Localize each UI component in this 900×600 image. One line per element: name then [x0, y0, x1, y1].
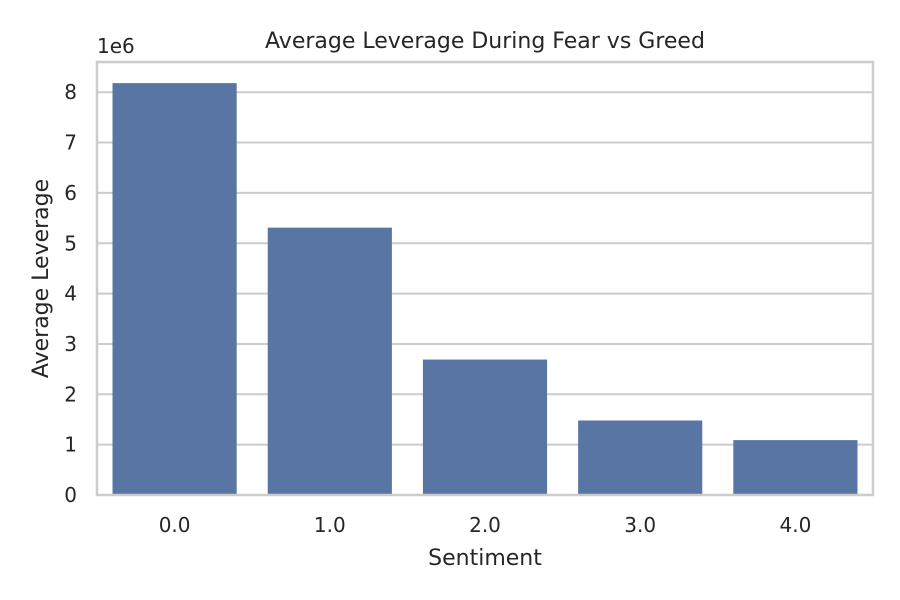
bar — [112, 83, 237, 495]
x-tick-label: 1.0 — [314, 513, 346, 537]
bar — [422, 359, 548, 495]
x-tick-label: 3.0 — [624, 513, 656, 537]
y-tick-label: 6 — [64, 181, 77, 205]
bar — [578, 420, 703, 495]
y-tick-label: 1 — [64, 433, 77, 457]
x-axis-label: Sentiment — [428, 546, 542, 571]
y-tick-label: 7 — [64, 131, 77, 155]
bar — [733, 440, 858, 495]
y-axis-offset-label: 1e6 — [97, 34, 135, 58]
ticks-layer: 0 1 2 3 4 5 6 7 8 0.0 1.0 2.0 3.0 4.0 — [64, 80, 811, 537]
y-tick-label: 0 — [64, 483, 77, 507]
bar — [267, 227, 392, 495]
x-tick-label: 2.0 — [469, 513, 501, 537]
plot-frame — [95, 60, 875, 497]
x-tick-label: 0.0 — [159, 513, 191, 537]
y-tick-label: 8 — [64, 80, 77, 104]
y-tick-label: 5 — [64, 231, 77, 255]
x-tick-label: 4.0 — [779, 513, 811, 537]
y-tick-label: 3 — [64, 332, 77, 356]
chart-title: Average Leverage During Fear vs Greed — [265, 29, 705, 54]
y-axis-label: Average Leverage — [29, 179, 54, 378]
bars-layer — [112, 83, 858, 495]
y-tick-label: 4 — [64, 282, 77, 306]
y-tick-label: 2 — [64, 382, 77, 406]
